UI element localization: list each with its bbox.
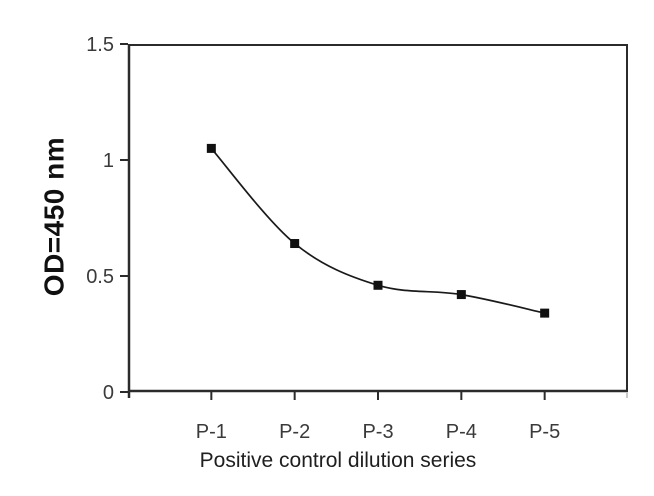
y-axis-tick-label: 0.5	[86, 266, 114, 288]
data-point-marker-P-3	[373, 280, 383, 290]
y-axis-tick-label: 1	[103, 150, 114, 172]
data-point-marker-P-1	[206, 143, 216, 153]
data-point-marker-P-5	[540, 308, 550, 318]
x-axis-tick-label: P-4	[446, 421, 477, 443]
data-point-marker-P-2	[290, 239, 300, 249]
x-axis-tick-label: P-2	[279, 421, 310, 443]
y-axis-tick-label: 1.5	[86, 34, 114, 56]
data-point-marker-P-4	[456, 290, 466, 300]
x-axis-tick-label: P-5	[529, 421, 560, 443]
x-axis-tick-label: P-1	[196, 421, 227, 443]
y-axis-title: OD=450 nm	[38, 136, 70, 297]
x-axis-title: Positive control dilution series	[199, 449, 477, 472]
x-axis-tick-label: P-3	[362, 421, 393, 443]
y-axis-tick-label: 0	[103, 382, 114, 404]
